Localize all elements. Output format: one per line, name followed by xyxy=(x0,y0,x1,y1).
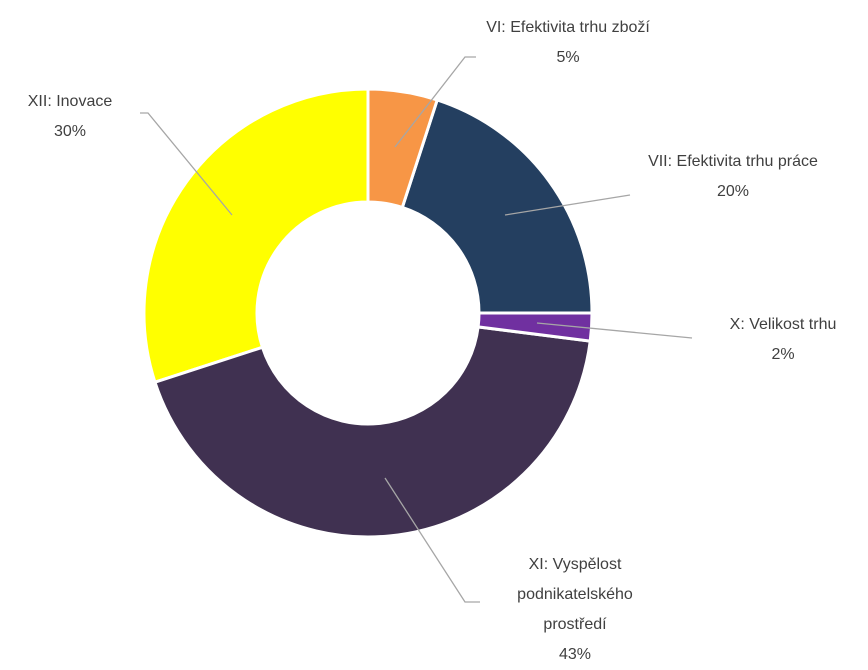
category-label: X: Velikost trhu xyxy=(729,316,837,333)
value-label: 20% xyxy=(716,183,750,200)
slice-label: XI: Vyspělost podnikatelského prostředí … xyxy=(485,550,665,670)
slice-label: XII: Inovace 30% xyxy=(0,87,140,147)
donut-slice xyxy=(153,325,592,539)
slice-label: X: Velikost trhu 2% xyxy=(700,310,866,370)
donut-slice xyxy=(400,98,594,315)
value-label: 5% xyxy=(556,49,580,66)
slice-label: VI: Efektivita trhu zboží 5% xyxy=(478,13,658,73)
donut-slice xyxy=(142,87,370,385)
category-label: XI: Vyspělost podnikatelského prostředí xyxy=(517,556,633,633)
value-label: 43% xyxy=(558,646,592,663)
category-label: VII: Efektivita trhu práce xyxy=(648,153,818,170)
leader-line xyxy=(394,56,476,148)
leader-line xyxy=(504,194,631,216)
leader-line xyxy=(384,477,480,603)
value-label: 2% xyxy=(771,346,795,363)
value-label: 30% xyxy=(53,123,87,140)
donut-slice xyxy=(366,87,440,210)
leader-line xyxy=(536,322,693,339)
category-label: XII: Inovace xyxy=(27,93,113,110)
leader-line xyxy=(140,112,233,216)
slice-label: VII: Efektivita trhu práce 20% xyxy=(638,147,828,207)
category-label: VI: Efektivita trhu zboží xyxy=(486,19,650,36)
